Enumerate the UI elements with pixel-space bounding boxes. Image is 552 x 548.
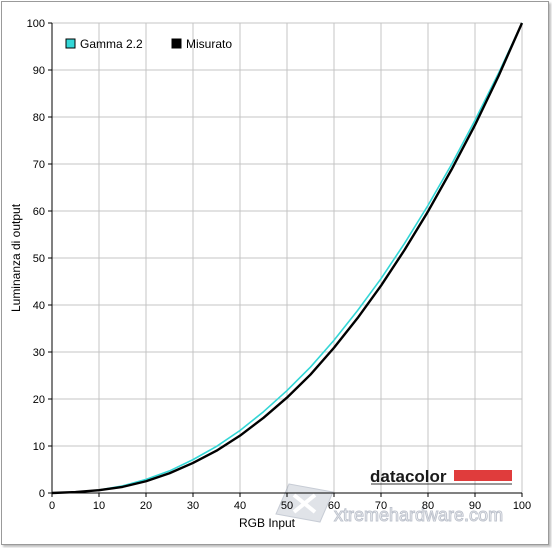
- x-tick-label: 10: [93, 500, 105, 512]
- gamma-chart: datacolor xtremehardware.com 0 10 20 30 40 50…: [9, 18, 531, 530]
- grid-lines: [51, 22, 523, 494]
- legend-label: Misurato: [186, 37, 232, 51]
- x-tick-label: 20: [140, 500, 152, 512]
- series-line-2: [51, 22, 524, 495]
- y-tick-label: 30: [33, 347, 45, 359]
- legend: Gamma 2.2 Misurato: [65, 37, 232, 51]
- y-tick-label: 40: [33, 300, 45, 312]
- y-axis-title: Luminanza di output: [9, 203, 23, 312]
- y-tick-label: 10: [33, 441, 45, 453]
- y-tick-label: 70: [33, 159, 45, 171]
- x-tick-label: 90: [469, 500, 481, 512]
- y-tick-label: 0: [39, 488, 45, 500]
- xtremehardware-watermark-text: xtremehardware.com: [334, 505, 503, 525]
- datacolor-logo: datacolor: [370, 467, 512, 486]
- axes: 0 10 20 30 40 50 60 70 80 90 100 0 10 20 30 40 50 60 70 80 9…: [9, 18, 531, 530]
- series-line-1: [51, 22, 523, 494]
- x-tick-label: 30: [187, 500, 199, 512]
- datacolor-logo-bar: [454, 470, 512, 481]
- y-tick-label: 50: [33, 253, 45, 265]
- x-tick-label: 0: [49, 500, 55, 512]
- y-tick-label: 90: [33, 65, 45, 77]
- x-tick-label: 50: [281, 500, 293, 512]
- x-axis-title: RGB Input: [239, 516, 296, 530]
- series-lines: [51, 22, 524, 495]
- legend-swatch: [171, 38, 182, 49]
- xtremehardware-watermark: xtremehardware.com: [275, 483, 504, 526]
- legend-swatch: [65, 38, 76, 49]
- x-tick-label: 80: [422, 500, 434, 512]
- y-tick-label: 100: [27, 18, 45, 30]
- y-tick-label: 20: [33, 394, 45, 406]
- x-tick-label: 100: [513, 500, 531, 512]
- datacolor-logo-text: datacolor: [370, 467, 447, 486]
- x-tick-label: 40: [234, 500, 246, 512]
- y-tick-label: 60: [33, 206, 45, 218]
- x-tick-label: 60: [328, 500, 340, 512]
- y-tick-label: 80: [33, 112, 45, 124]
- x-tick-label: 70: [375, 500, 387, 512]
- legend-label: Gamma 2.2: [80, 37, 143, 51]
